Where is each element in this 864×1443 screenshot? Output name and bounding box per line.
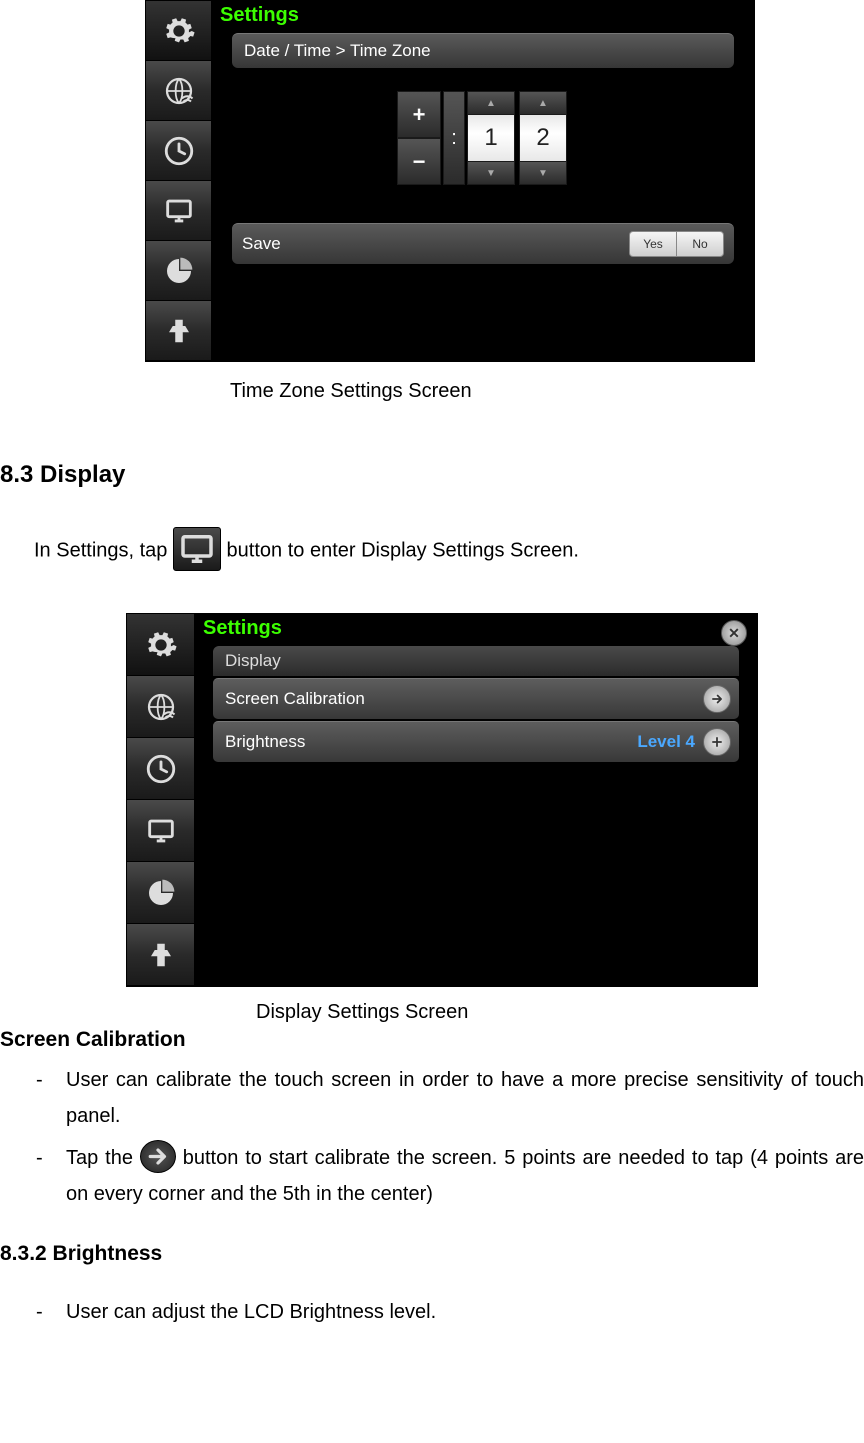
spinner-up-2[interactable]: ▲ xyxy=(519,91,567,115)
breadcrumb: Date / Time > Time Zone xyxy=(232,33,734,68)
calib-b2-after: button to start calibrate the screen. 5 … xyxy=(66,1147,864,1205)
spinner-down-1[interactable]: ▼ xyxy=(467,161,515,185)
sidebar xyxy=(146,1,212,361)
sidebar-item-clock[interactable] xyxy=(127,738,195,800)
sidebar-item-display[interactable] xyxy=(146,181,212,241)
screen-calibration-heading: Screen Calibration xyxy=(0,1028,864,1052)
sidebar-item-power[interactable] xyxy=(127,924,195,986)
arrow-right-icon xyxy=(140,1140,176,1173)
figure1-caption: Time Zone Settings Screen xyxy=(0,380,864,403)
plus-icon[interactable] xyxy=(703,728,731,756)
timezone-spinner: + − : ▲ 1 ▼ ▲ 2 ▼ xyxy=(397,91,569,185)
display-settings-figure: Settings ✕ Display Screen Calibration Br… xyxy=(126,613,758,987)
timezone-settings-figure: Settings Date / Time > Time Zone + − : ▲… xyxy=(145,0,755,362)
save-bar: Save Yes No xyxy=(232,223,734,264)
calibration-bullet-2: Tap the button to start calibrate the sc… xyxy=(36,1140,864,1212)
save-yes-button[interactable]: Yes xyxy=(629,231,676,257)
sidebar-item-power[interactable] xyxy=(146,301,212,361)
spinner-up-1[interactable]: ▲ xyxy=(467,91,515,115)
display-icon xyxy=(173,527,221,571)
sidebar-item-settings[interactable] xyxy=(127,614,195,676)
spinner-plus-button[interactable]: + xyxy=(397,91,441,138)
brightness-section-heading: 8.3.2 Brightness xyxy=(0,1242,864,1266)
intro-text-after: button to enter Display Settings Screen. xyxy=(227,539,579,561)
spinner-down-2[interactable]: ▼ xyxy=(519,161,567,185)
sidebar-item-network[interactable] xyxy=(127,676,195,738)
spinner-colon: : xyxy=(443,91,465,185)
close-button[interactable]: ✕ xyxy=(721,620,747,646)
intro-text-before: In Settings, tap xyxy=(34,539,173,561)
sidebar-item-clock[interactable] xyxy=(146,121,212,181)
calib-b2-before: Tap the xyxy=(66,1147,140,1169)
brightness-level: Level 4 xyxy=(637,732,695,752)
sidebar xyxy=(127,614,195,986)
figure2-caption: Display Settings Screen xyxy=(0,1001,864,1024)
spinner-value-2: 2 xyxy=(519,115,567,161)
brightness-label: Brightness xyxy=(225,732,305,752)
calibration-bullet-1: User can calibrate the touch screen in o… xyxy=(36,1062,864,1134)
sidebar-item-piechart[interactable] xyxy=(127,862,195,924)
settings-header: Settings xyxy=(195,614,757,642)
sidebar-item-settings[interactable] xyxy=(146,1,212,61)
sidebar-item-network[interactable] xyxy=(146,61,212,121)
save-no-button[interactable]: No xyxy=(676,231,724,257)
sidebar-item-piechart[interactable] xyxy=(146,241,212,301)
settings-header: Settings xyxy=(212,1,754,29)
brightness-row[interactable]: Brightness Level 4 xyxy=(213,721,739,762)
display-intro-paragraph: In Settings, tap button to enter Display… xyxy=(34,529,864,573)
spinner-minus-button[interactable]: − xyxy=(397,138,441,185)
spinner-value-1: 1 xyxy=(467,115,515,161)
sidebar-item-display[interactable] xyxy=(127,800,195,862)
display-subheader: Display xyxy=(213,646,739,676)
save-label: Save xyxy=(242,234,281,254)
section-8-3-heading: 8.3 Display xyxy=(0,461,864,489)
screen-calibration-label: Screen Calibration xyxy=(225,689,365,709)
screen-calibration-row[interactable]: Screen Calibration xyxy=(213,678,739,719)
brightness-bullet-1: User can adjust the LCD Brightness level… xyxy=(36,1294,864,1330)
arrow-right-icon[interactable] xyxy=(703,685,731,713)
